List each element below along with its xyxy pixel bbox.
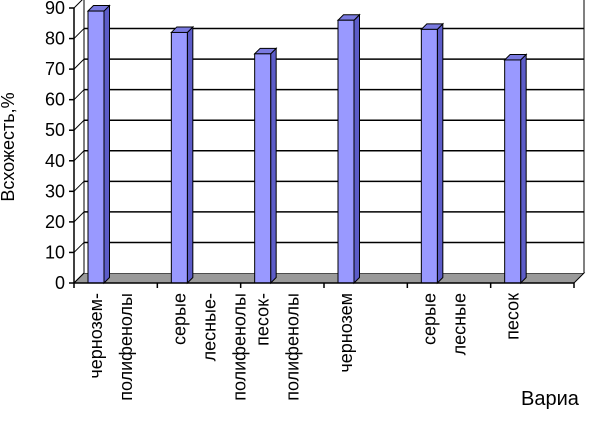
bar [336,13,361,285]
bar-side [103,4,110,285]
y-tick-label: 90 [45,0,65,18]
y-tick-labels: 0 10 20 30 40 50 60 70 80 90 [45,0,65,293]
gridline-depth [73,242,85,253]
bar [170,25,195,285]
x-tick-label: серые лесные-полифенолы [169,293,249,401]
gridline-depth [73,272,85,284]
y-tick-label: 30 [45,181,65,201]
x-tick-label-line: чернозем- [86,293,106,379]
y-axis [69,0,85,284]
y-tick-label: 10 [45,242,65,262]
x-axis-label: Вариа [521,388,580,410]
x-tick-label-line: лесные- [199,293,219,361]
bar [86,4,111,285]
x-tick-label: песок [503,293,523,340]
bar-side [436,22,444,285]
x-tick-label-line: песок [503,293,523,340]
gridline-depth [73,150,85,162]
x-tick-label-line: чернозем [336,293,356,373]
bar-front [87,10,105,284]
bar [503,53,528,285]
bar-front [170,31,188,284]
back-wall-surface [84,0,584,273]
gridline-depth [73,58,85,70]
y-tick-label: 80 [45,29,65,49]
bar-side [186,25,194,285]
x-tick-label-line: серые [419,293,439,345]
x-tick-labels: чернозем-полифенолы серые лесные-полифенол… [86,293,523,401]
gridline-depth [73,211,85,223]
x-tick-label: чернозем-полифенолы [86,293,136,401]
x-tick-label-line: серые [169,293,189,345]
x-tick-label: песок-полифенолы [253,293,303,401]
bar-side [353,13,360,285]
x-tick-label-line: полифенолы [229,293,249,401]
bar [420,22,445,285]
gridline-depth [73,119,85,131]
x-tick-label-line: полифенолы [116,293,136,401]
bar-side [520,53,527,285]
bar-front [254,53,272,284]
bar-front [337,19,355,284]
x-axis [73,282,575,288]
y-tick-label: 70 [45,59,65,79]
bar [253,47,278,285]
x-tick-label: серые лесные [419,293,469,355]
gridlines [73,0,585,284]
y-tick-label: 0 [55,273,65,293]
gridline-depth [73,0,83,9]
y-axis-label: Всхожесть,% [0,92,18,201]
back-wall [84,0,584,273]
x-tick-label: чернозем [336,293,356,373]
y-tick-label: 20 [45,212,65,232]
gridline-depth [73,180,85,192]
x-tick-label-line: песок- [253,293,273,346]
x-tick-label-line: полифенолы [283,293,303,401]
bar-side [270,47,277,285]
y-tick-label: 50 [45,120,65,140]
gridline-depth [73,89,85,101]
y-tick-label: 40 [45,151,65,171]
bar-front [504,59,522,284]
bars [86,4,528,285]
bar-front [420,28,438,284]
y-tick-label: 60 [45,90,65,110]
x-tick-label-line: лесные [449,293,469,355]
gridline-depth [73,28,85,39]
